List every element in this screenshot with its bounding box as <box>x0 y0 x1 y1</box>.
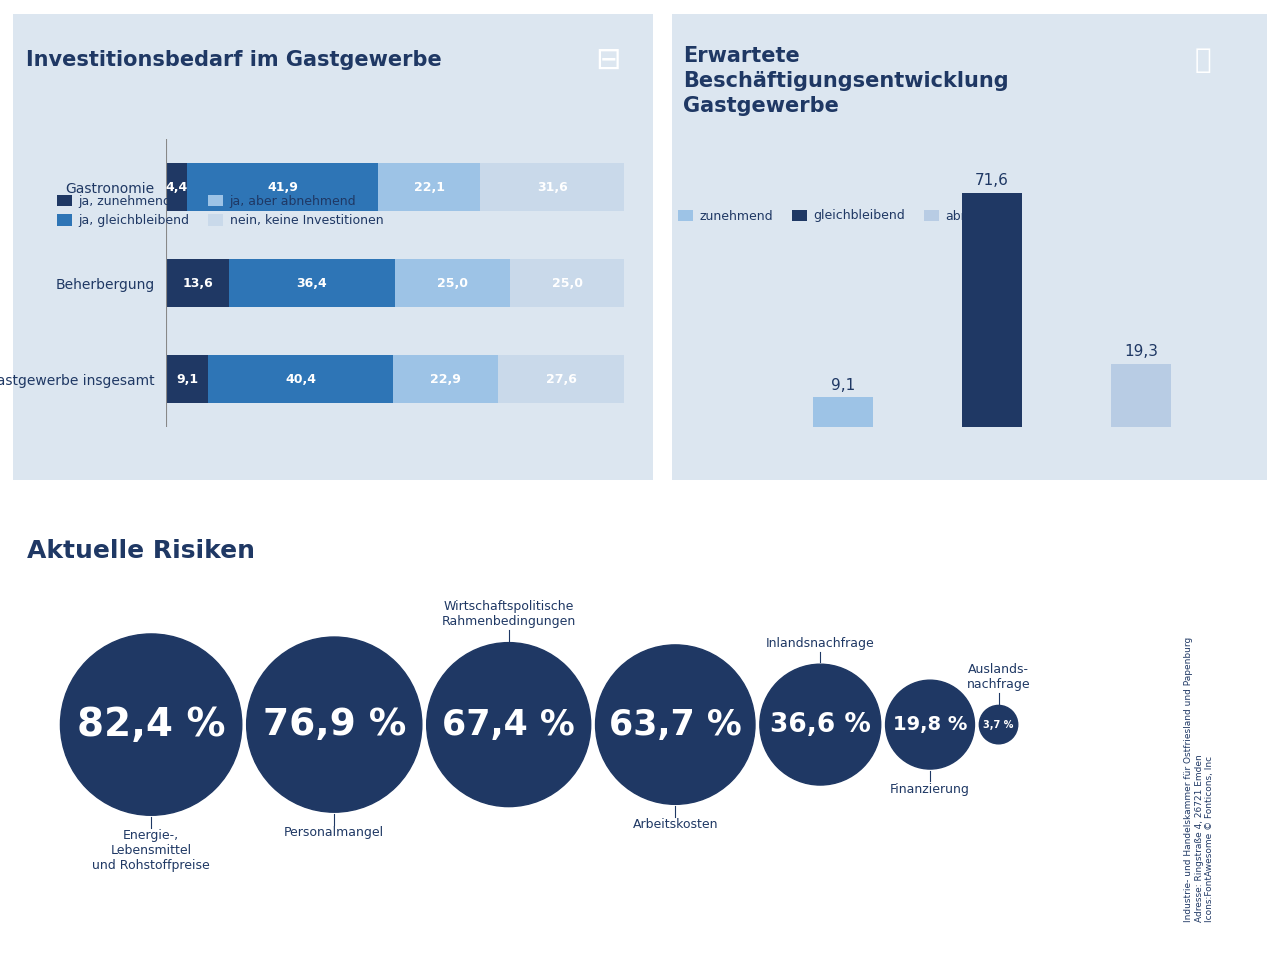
Text: Aktuelle Risiken: Aktuelle Risiken <box>27 539 255 563</box>
Text: 31,6: 31,6 <box>536 180 567 194</box>
Text: 25,0: 25,0 <box>438 276 468 290</box>
Text: Investitionsbedarf im Gastgewerbe: Investitionsbedarf im Gastgewerbe <box>26 50 442 70</box>
Bar <box>229 259 396 307</box>
Bar <box>166 355 209 403</box>
Bar <box>166 259 229 307</box>
Legend: zunehmend, gleichbleibend, abnehmend: zunehmend, gleichbleibend, abnehmend <box>678 209 1020 223</box>
Text: 36,4: 36,4 <box>297 276 328 290</box>
Text: 76,9 %: 76,9 % <box>262 707 406 743</box>
Circle shape <box>760 664 881 785</box>
Bar <box>480 163 625 211</box>
Text: 9,1: 9,1 <box>831 377 855 393</box>
Text: 19,3: 19,3 <box>1124 344 1158 359</box>
Text: Industrie- und Handelskammer für Ostfriesland und Papenburg
Adresse: Ringstraße : Industrie- und Handelskammer für Ostfrie… <box>1184 636 1213 922</box>
Text: 82,4 %: 82,4 % <box>77 706 225 744</box>
Text: 👔: 👔 <box>1196 46 1211 74</box>
Circle shape <box>60 634 242 815</box>
Text: Personalmangel: Personalmangel <box>284 827 384 839</box>
Text: Wirtschaftspolitische
Rahmenbedingungen: Wirtschaftspolitische Rahmenbedingungen <box>442 600 576 629</box>
Bar <box>209 355 393 403</box>
Text: 19,8 %: 19,8 % <box>893 715 968 734</box>
Text: Inlandsnachfrage: Inlandsnachfrage <box>765 637 874 650</box>
Text: 22,1: 22,1 <box>413 180 444 194</box>
Bar <box>813 397 873 427</box>
Text: 25,0: 25,0 <box>552 276 582 290</box>
Bar <box>187 163 379 211</box>
Text: ⊟: ⊟ <box>595 45 621 75</box>
Bar <box>963 193 1021 427</box>
Text: 27,6: 27,6 <box>545 372 577 386</box>
Text: Finanzierung: Finanzierung <box>890 783 970 796</box>
Text: 71,6: 71,6 <box>975 173 1009 188</box>
Bar <box>166 163 187 211</box>
Text: Erwartete
Beschäftigungsentwicklung
Gastgewerbe: Erwartete Beschäftigungsentwicklung Gast… <box>684 46 1009 116</box>
Bar <box>396 259 509 307</box>
Bar <box>393 355 498 403</box>
Text: 67,4 %: 67,4 % <box>443 708 575 742</box>
Text: 9,1: 9,1 <box>177 372 198 386</box>
Bar <box>1111 364 1171 427</box>
Text: 3,7 %: 3,7 % <box>983 720 1014 730</box>
Bar <box>498 355 625 403</box>
Circle shape <box>247 637 422 812</box>
Circle shape <box>426 642 590 806</box>
Text: 40,4: 40,4 <box>285 372 316 386</box>
Bar <box>509 259 625 307</box>
Text: 13,6: 13,6 <box>182 276 212 290</box>
Legend: ja, zunehmend, ja, gleichbleibend, ja, aber abnehmend, nein, keine Investitionen: ja, zunehmend, ja, gleichbleibend, ja, a… <box>58 195 383 228</box>
Circle shape <box>979 706 1018 744</box>
Circle shape <box>886 681 974 769</box>
Text: 41,9: 41,9 <box>268 180 298 194</box>
Text: 4,4: 4,4 <box>165 180 188 194</box>
Bar <box>379 163 480 211</box>
Text: 22,9: 22,9 <box>430 372 461 386</box>
Text: Arbeitskosten: Arbeitskosten <box>632 819 718 831</box>
Text: Auslands-
nachfrage: Auslands- nachfrage <box>966 663 1030 691</box>
Text: Energie-,
Lebensmittel
und Rohstoffpreise: Energie-, Lebensmittel und Rohstoffpreis… <box>92 829 210 873</box>
Circle shape <box>595 645 755 804</box>
Text: 36,6 %: 36,6 % <box>769 711 870 737</box>
Text: 63,7 %: 63,7 % <box>609 708 741 742</box>
